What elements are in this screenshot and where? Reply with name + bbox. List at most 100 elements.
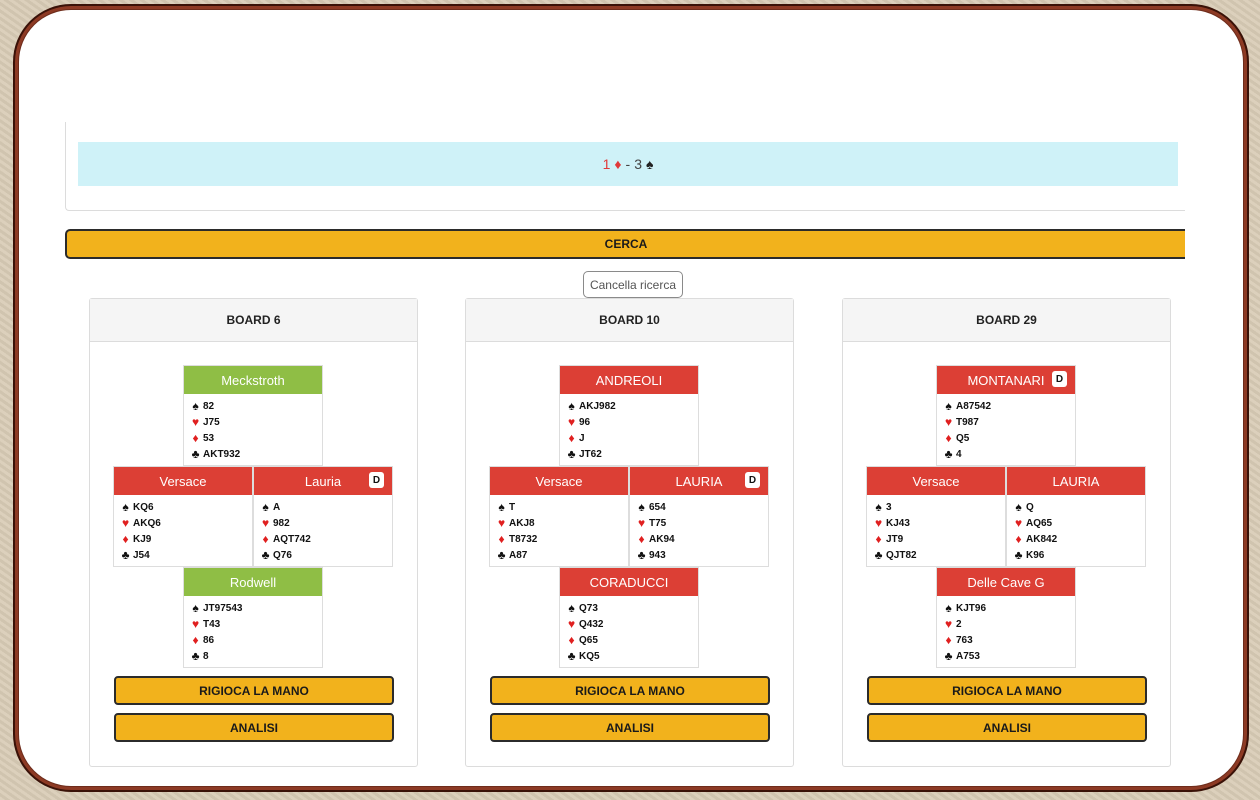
suit-cards: AQ65 xyxy=(1026,517,1053,529)
hand-suits: ♠ AKJ982 ♥ 96 ♦ J ♣ JT62 xyxy=(560,394,698,462)
club-icon: ♣ xyxy=(1014,548,1023,562)
clear-search-button[interactable]: Cancella ricerca xyxy=(583,271,683,298)
suit-row-d: ♦ AQT742 xyxy=(259,531,392,547)
diamond-icon: ♦ xyxy=(875,532,882,546)
contract-level-1: 1 xyxy=(602,156,611,172)
spade-icon: ♠ xyxy=(568,399,575,413)
heart-icon: ♥ xyxy=(567,617,576,631)
hand-south: CORADUCCI ♠ Q73 ♥ Q432 ♦ Q65 ♣ KQ5 xyxy=(559,567,699,668)
suit-row-h: ♥ AKQ6 xyxy=(119,515,252,531)
suit-row-h: ♥ T43 xyxy=(189,616,322,632)
suit-row-d: ♦ 763 xyxy=(942,632,1075,648)
suit-cards: A xyxy=(273,501,281,513)
search-button[interactable]: CERCA xyxy=(65,229,1185,259)
replay-hand-button[interactable]: RIGIOCA LA MANO xyxy=(490,676,770,705)
heart-icon: ♥ xyxy=(261,516,270,530)
board-title: BOARD 6 xyxy=(90,299,417,342)
suit-row-c: ♣ QJT82 xyxy=(872,547,1005,563)
suit-cards: KQ5 xyxy=(579,650,600,662)
replay-hand-button[interactable]: RIGIOCA LA MANO xyxy=(114,676,394,705)
spade-icon: ♠ xyxy=(568,601,575,615)
suit-row-s: ♠ 82 xyxy=(189,398,322,414)
player-name-east: Lauria D xyxy=(254,467,392,495)
suit-cards: 96 xyxy=(579,416,591,428)
dealer-badge: D xyxy=(369,472,384,488)
player-name-west: Versace xyxy=(490,467,628,495)
suit-row-s: ♠ Q73 xyxy=(565,600,698,616)
analysis-button[interactable]: ANALISI xyxy=(867,713,1147,742)
diamond-icon: ♦ xyxy=(568,633,575,647)
suit-cards: 86 xyxy=(203,634,215,646)
suit-row-c: ♣ J54 xyxy=(119,547,252,563)
heart-icon: ♥ xyxy=(944,617,953,631)
hand-suits: ♠ 82 ♥ J75 ♦ 53 ♣ AKT932 xyxy=(184,394,322,462)
board-title: BOARD 10 xyxy=(466,299,793,342)
player-name-label: CORADUCCI xyxy=(589,574,669,590)
suit-cards: KJ43 xyxy=(886,517,910,529)
analysis-button[interactable]: ANALISI xyxy=(114,713,394,742)
player-name-label: Versace xyxy=(535,473,583,489)
suit-cards: JT9 xyxy=(886,533,904,545)
diamond-icon: ♦ xyxy=(945,431,952,445)
hand-suits: ♠ Q ♥ AQ65 ♦ AK842 ♣ K96 xyxy=(1007,495,1145,563)
suit-row-d: ♦ J xyxy=(565,430,698,446)
diamond-icon: ♦ xyxy=(945,633,952,647)
suit-cards: AKJ8 xyxy=(509,517,535,529)
hand-north: Meckstroth ♠ 82 ♥ J75 ♦ 53 ♣ AKT932 xyxy=(183,365,323,466)
suit-cards: J xyxy=(579,432,585,444)
heart-icon: ♥ xyxy=(121,516,130,530)
suit-cards: 654 xyxy=(649,501,666,513)
club-icon: ♣ xyxy=(637,548,646,562)
suit-cards: A87 xyxy=(509,549,528,561)
suit-cards: Q432 xyxy=(579,618,604,630)
hand-west: Versace ♠ T ♥ AKJ8 ♦ T8732 ♣ A87 xyxy=(489,466,629,567)
suit-cards: KJ9 xyxy=(133,533,152,545)
suit-row-c: ♣ A753 xyxy=(942,648,1075,664)
suit-cards: A87542 xyxy=(956,400,992,412)
heart-icon: ♥ xyxy=(567,415,576,429)
suit-row-c: ♣ 4 xyxy=(942,446,1075,462)
suit-row-h: ♥ J75 xyxy=(189,414,322,430)
replay-hand-button[interactable]: RIGIOCA LA MANO xyxy=(867,676,1147,705)
suit-cards: AQT742 xyxy=(273,533,311,545)
hand-suits: ♠ A ♥ 982 ♦ AQT742 ♣ Q76 xyxy=(254,495,392,563)
player-name-east: LAURIA D xyxy=(630,467,768,495)
player-name-label: ANDREOLI xyxy=(595,372,663,388)
suit-row-d: ♦ JT9 xyxy=(872,531,1005,547)
diamond-icon: ♦ xyxy=(262,532,269,546)
hand-east: Lauria D ♠ A ♥ 982 ♦ AQT742 ♣ Q76 xyxy=(253,466,393,567)
club-icon: ♣ xyxy=(944,447,953,461)
suit-cards: Q65 xyxy=(579,634,598,646)
suit-row-h: ♥ AKJ8 xyxy=(495,515,628,531)
suit-row-s: ♠ KJT96 xyxy=(942,600,1075,616)
suit-row-s: ♠ AKJ982 xyxy=(565,398,698,414)
player-name-label: Versace xyxy=(159,473,207,489)
club-icon: ♣ xyxy=(944,649,953,663)
player-name-label: LAURIA xyxy=(1052,473,1100,489)
hand-west: Versace ♠ KQ6 ♥ AKQ6 ♦ KJ9 ♣ J54 xyxy=(113,466,253,567)
spade-icon: ♠ xyxy=(192,601,199,615)
suit-cards: T8732 xyxy=(509,533,538,545)
suit-row-d: ♦ KJ9 xyxy=(119,531,252,547)
suit-row-s: ♠ Q xyxy=(1012,499,1145,515)
player-name-south: CORADUCCI xyxy=(560,568,698,596)
suit-cards: JT97543 xyxy=(203,602,243,614)
suit-cards: KJT96 xyxy=(956,602,987,614)
suit-row-h: ♥ 96 xyxy=(565,414,698,430)
player-name-label: Lauria xyxy=(304,473,342,489)
club-icon: ♣ xyxy=(121,548,130,562)
suit-cards: Q76 xyxy=(273,549,292,561)
suit-row-c: ♣ AKT932 xyxy=(189,446,322,462)
suit-row-c: ♣ A87 xyxy=(495,547,628,563)
analysis-button[interactable]: ANALISI xyxy=(490,713,770,742)
suit-row-c: ♣ K96 xyxy=(1012,547,1145,563)
suit-cards: 943 xyxy=(649,549,666,561)
player-name-label: Versace xyxy=(912,473,960,489)
suit-row-s: ♠ A87542 xyxy=(942,398,1075,414)
board-card: BOARD 10 ANDREOLI ♠ AKJ982 ♥ 96 ♦ J ♣ JT62 Versace… xyxy=(465,298,794,767)
diamond-icon: ♦ xyxy=(498,532,505,546)
contract-separator: - xyxy=(625,156,631,172)
spade-icon: ♠ xyxy=(875,500,882,514)
hand-east: LAURIA D ♠ 654 ♥ T75 ♦ AK94 ♣ 943 xyxy=(629,466,769,567)
suit-row-s: ♠ T xyxy=(495,499,628,515)
